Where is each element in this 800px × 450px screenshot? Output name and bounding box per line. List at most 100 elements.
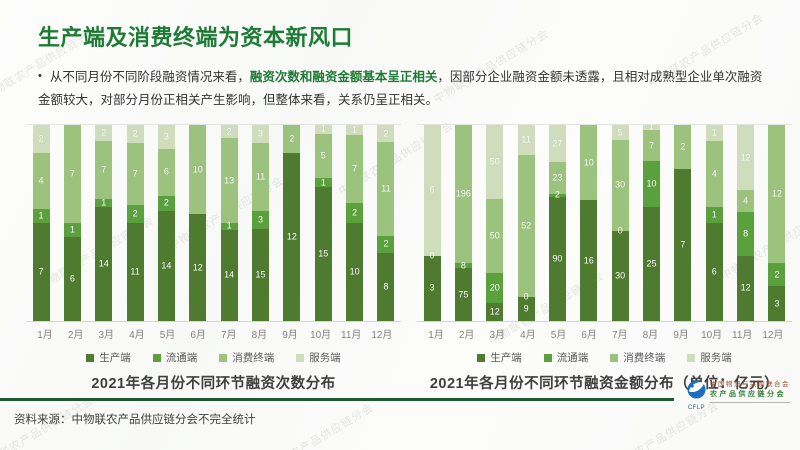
bar-segment: 8 [454, 260, 472, 270]
bar-column: 14 1 7 2 [95, 125, 113, 321]
bar-segment: 13 [220, 138, 238, 223]
x-axis-tick-label: 6月 [190, 330, 206, 341]
x-axis-tick-label: 4月 [129, 330, 145, 341]
bar-segment: 14 [220, 229, 238, 321]
bar-segment: 3 [423, 255, 441, 321]
x-axis-tick-label: 2月 [67, 330, 84, 341]
bar-value-label: 0 [429, 250, 435, 261]
bar-value-label: 2 [289, 133, 295, 144]
bar-segment: 15 [252, 229, 270, 321]
bar-value-label: 2 [383, 128, 389, 139]
bar-value-label: 12 [740, 152, 751, 163]
bar-value-label: 2 [132, 128, 138, 139]
bar-value-label: 0 [617, 225, 623, 236]
bar-value-label: 52 [521, 220, 532, 231]
bar-segment: 2 [95, 125, 113, 142]
bar-segment: 1 [32, 209, 50, 223]
bar-segment: 30 [611, 230, 629, 321]
legend-swatch-icon [687, 353, 696, 362]
bar-segment: 5 [314, 133, 332, 179]
bar-value-label: 10 [349, 266, 360, 277]
bar-segment: 11 [517, 125, 535, 155]
bar-value-label: 8 [460, 260, 466, 270]
bar-segment: 11 [252, 143, 270, 211]
stacked-bar: 11 2 7 2 [126, 125, 144, 321]
source-note: 资料来源：中物联农产品供应链分会不完全统计 [14, 414, 256, 426]
bar-segment: 10 [580, 125, 598, 201]
bar-segment: 2 [157, 195, 175, 212]
bar-segment: 20 [486, 273, 504, 304]
bar-column: 7 1 4 2 [32, 125, 50, 321]
logo-org-line2: 农产品供应链分会 [710, 390, 786, 398]
stacked-bar: 16 10 [580, 125, 598, 321]
bar-segment: 2 [674, 125, 692, 169]
bar-value-label: 7 [69, 168, 75, 179]
legend-swatch-icon [86, 353, 95, 362]
bar-segment: 10 [346, 223, 364, 321]
legend-swatch-icon [296, 353, 305, 362]
bar-segment: 4 [737, 190, 755, 213]
stacked-bar: 14 2 6 3 [157, 124, 175, 321]
bar-value-label: 12 [771, 188, 782, 199]
bar-value-label: 13 [224, 175, 235, 186]
bar-value-label: 6 [163, 166, 169, 177]
bullet-text-post: ，因部分企业融资金额未透露，且相对成熟型企业单次融资金额较大，对部分月份正相关产… [38, 70, 763, 107]
bar-value-label: 6 [711, 266, 717, 277]
bar-value-label: 5 [617, 127, 623, 138]
x-axis-tick-label: 9月 [282, 330, 298, 341]
bar-value-label: 4 [38, 175, 44, 186]
bar-segment: 12 [283, 153, 301, 321]
legend-item: 消费终端 [219, 350, 274, 365]
bar-value-label: 3 [258, 214, 264, 225]
bar-value-label: 2 [352, 207, 358, 218]
bar-segment: 2 [768, 263, 786, 287]
logo-abbr: CFLP [687, 405, 706, 411]
bar-value-label: 8 [743, 228, 749, 239]
bar-segment: 12 [189, 214, 207, 321]
x-axis-tick-label: 11月 [732, 330, 753, 341]
bar-value-label: 2 [101, 127, 107, 138]
legend-label: 消费终端 [232, 352, 275, 364]
legend-label: 流通端 [556, 352, 589, 364]
bar-value-label: 5 [320, 150, 326, 161]
bar-value-label: 1 [226, 220, 232, 231]
stacked-bar: 12 8 4 12 [737, 125, 755, 321]
bar-segment: 6 [63, 237, 81, 321]
bar-column: 75 8 196 [454, 125, 472, 321]
bar-column: 6 1 7 [63, 125, 81, 321]
bar-value-label: 9 [523, 303, 529, 314]
bar-segment: 3 [252, 125, 270, 144]
bar-value-label: 23 [552, 172, 563, 183]
bars: 3 0 6 75 8 196 12 20 50 50 9 0 52 11 90 2 23 27 16 10 30 0 30 5… [417, 122, 792, 322]
bar-segment: 2 [126, 125, 144, 143]
stacked-bar: 15 1 5 1 [314, 124, 332, 321]
bar-value-label: 1 [711, 209, 717, 220]
legend-label: 服务端 [309, 352, 341, 364]
x-axis-tick-label: 2月 [458, 330, 475, 341]
bar-value-label: 11 [255, 171, 266, 182]
bullet-paragraph: • 从不同月份不同阶段融资情况来看，融资次数和融资金额基本呈正相关，因部分企业融资… [38, 66, 768, 111]
x-axis-tick-label: 5月 [159, 330, 176, 341]
legend-item: 流通端 [152, 350, 197, 365]
bar-segment: 1 [705, 206, 723, 223]
bar-value-label: 7 [101, 164, 107, 175]
bar-value-label: 0 [523, 291, 529, 301]
bar-value-label: 2 [163, 197, 169, 208]
stacked-bar: 12 2 [283, 125, 301, 321]
bar-segment: 25 [643, 207, 661, 321]
bar-value-label: 2 [226, 126, 232, 137]
bar-segment: 3 [768, 286, 786, 321]
bar-segment: 6 [157, 148, 175, 196]
bar-value-label: 2 [774, 269, 780, 280]
bar-value-label: 2 [383, 238, 389, 249]
bullet-icon: • [38, 70, 42, 82]
bar-value-label: 7 [352, 163, 358, 174]
bar-value-label: 90 [552, 253, 563, 264]
bar-segment: 11 [377, 142, 395, 236]
bar-value-label: 8 [383, 281, 389, 292]
bar-segment: 75 [454, 268, 472, 321]
bar-segment: 12 [768, 124, 786, 264]
bar-value-label: 2 [132, 208, 138, 219]
bar-segment: 6 [705, 223, 723, 321]
